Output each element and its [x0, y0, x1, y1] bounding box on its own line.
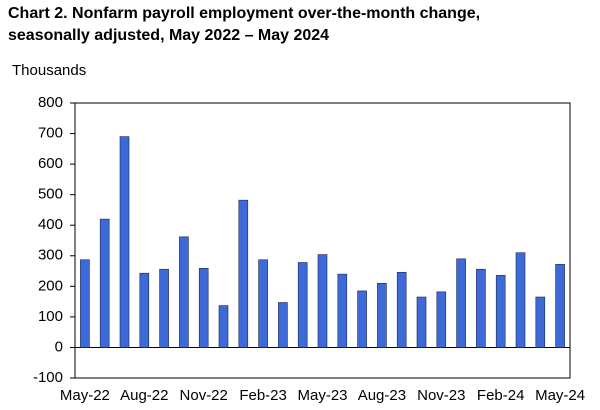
- bar: [535, 296, 546, 348]
- y-tick-label: 100: [38, 308, 63, 325]
- bar: [139, 272, 150, 348]
- bar: [297, 262, 308, 348]
- bar: [80, 259, 90, 348]
- x-tick-label: May-24: [535, 387, 585, 404]
- x-tick-label: Aug-22: [120, 387, 168, 404]
- x-tick-label: Feb-23: [239, 387, 287, 404]
- bar: [495, 275, 506, 348]
- x-tick-label: Aug-23: [358, 387, 406, 404]
- y-axis-label: Thousands: [12, 62, 86, 79]
- bar: [258, 259, 268, 348]
- y-tick-label: 500: [38, 186, 63, 203]
- bar: [396, 271, 407, 348]
- bar: [218, 305, 229, 348]
- bar: [476, 268, 486, 348]
- x-tick-label: Nov-22: [180, 387, 228, 404]
- bar: [238, 199, 249, 348]
- bar: [416, 296, 427, 348]
- x-tick-label: May-23: [297, 387, 347, 404]
- bar: [436, 291, 447, 348]
- bar: [456, 258, 466, 348]
- bar: [555, 264, 565, 348]
- x-tick-label: May-22: [60, 387, 110, 404]
- bar: [317, 254, 328, 348]
- y-tick-label: 700: [38, 125, 63, 142]
- y-tick-label: 800: [38, 94, 63, 111]
- bar: [515, 252, 526, 348]
- y-tick-label: -100: [33, 369, 63, 386]
- x-tick-label: Nov-23: [417, 387, 465, 404]
- chart-title: seasonally adjusted, May 2022 – May 2024: [8, 27, 329, 44]
- chart-title: Chart 2. Nonfarm payroll employment over…: [8, 5, 480, 22]
- bar: [99, 218, 110, 348]
- y-tick-label: 300: [38, 247, 63, 264]
- y-tick-label: 600: [38, 155, 63, 172]
- x-tick-label: Feb-24: [477, 387, 525, 404]
- y-tick-label: 400: [38, 216, 63, 233]
- bar: [119, 136, 130, 348]
- bar: [337, 273, 348, 348]
- bar: [278, 302, 288, 348]
- bar: [377, 282, 387, 348]
- plot-frame: [74, 102, 571, 379]
- bar: [357, 290, 367, 348]
- bar: [179, 236, 189, 348]
- bar: [198, 268, 209, 348]
- y-tick-label: 0: [55, 338, 63, 355]
- y-tick-label: 200: [38, 277, 63, 294]
- bar: [159, 268, 169, 348]
